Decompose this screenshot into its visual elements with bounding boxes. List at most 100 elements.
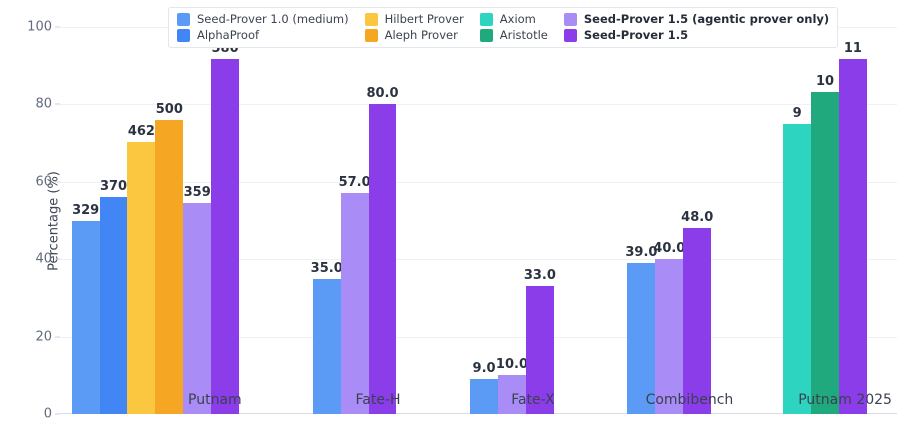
bar[interactable]: [368, 104, 397, 414]
y-axis-tick-label: 80: [35, 96, 52, 112]
bar-value-label: 40.0: [653, 241, 686, 257]
bar-slot: 48.0: [681, 27, 714, 414]
y-axis-tick-mark: [55, 181, 60, 183]
bar[interactable]: [811, 91, 839, 414]
legend-swatch-icon: [563, 29, 577, 42]
y-axis-tick-label: 40: [35, 251, 52, 267]
bar[interactable]: [71, 220, 100, 414]
bar[interactable]: [498, 375, 526, 414]
bar[interactable]: [211, 58, 240, 414]
bar-slot: 500: [155, 27, 184, 414]
bar-value-label: 9.0: [472, 361, 496, 377]
bar-group: 35.0 57.0 80.0: [310, 27, 399, 414]
bar-slot: 39.0: [625, 27, 658, 414]
bar-value-label: 462: [127, 124, 155, 140]
bar-value-label: 9: [792, 105, 802, 121]
bar-slot: 359: [183, 27, 212, 414]
bar-group: 39.0 40.0 48.0: [625, 27, 714, 414]
legend-item[interactable]: Hilbert Prover: [364, 11, 464, 26]
bar[interactable]: [127, 142, 156, 414]
bar-slot: 35.0: [310, 27, 343, 414]
bar[interactable]: [525, 286, 554, 414]
plot-area: 0 20 40 60 80 100 329 370 462 500 359 580 35.0 57.0 8…: [27, 20, 897, 422]
bar-slot: 9.0: [470, 27, 499, 414]
legend-label: Axiom: [499, 11, 536, 26]
y-axis-tick-mark: [55, 26, 60, 28]
bar-slot: 40.0: [653, 27, 686, 414]
bar-group-bars: 39.0 40.0 48.0: [625, 27, 714, 414]
legend-item[interactable]: AlphaProof: [177, 29, 349, 42]
bar-slot: 10: [811, 27, 839, 414]
bar-value-label: 33.0: [523, 268, 556, 284]
bar-slot: 33.0: [523, 27, 556, 414]
bar-slot: 57.0: [339, 27, 371, 414]
legend-item[interactable]: Seed-Prover 1.5: [563, 27, 829, 42]
bar[interactable]: [838, 59, 867, 414]
legend-label: Aristotle: [499, 27, 548, 42]
bar-value-label: 500: [155, 101, 183, 117]
bar-group: 9.0 10.0 33.0: [470, 27, 556, 414]
legend-label: Seed-Prover 1.5 (agentic prover only): [583, 11, 830, 26]
bar[interactable]: [312, 278, 341, 414]
y-axis-tick-label: 0: [43, 406, 52, 422]
gridline: [60, 181, 897, 183]
bar-slot: 329: [71, 27, 100, 414]
y-axis-tick-mark: [55, 336, 60, 338]
bar[interactable]: [99, 196, 128, 414]
legend-label: Hilbert Prover: [384, 11, 464, 26]
bar-value-label: 11: [843, 41, 862, 57]
bar-value-label: 10: [815, 73, 835, 89]
legend-swatch-icon: [479, 29, 493, 42]
gridline: [60, 336, 897, 338]
y-axis-tick-mark: [55, 103, 60, 105]
legend-item[interactable]: Aleph Prover: [364, 27, 464, 42]
bar-slot: 370: [99, 27, 128, 414]
bar-slot: 10.0: [495, 27, 528, 414]
bar-value-label: 80.0: [366, 86, 399, 102]
bar[interactable]: [470, 379, 499, 414]
bar-group-bars: 35.0 57.0 80.0: [310, 27, 399, 414]
bar-slot: 9: [783, 27, 812, 414]
legend-item[interactable]: Seed-Prover 1.0 (medium): [177, 13, 349, 26]
bar[interactable]: [627, 263, 656, 414]
bar-value-label: 39.0: [625, 245, 658, 261]
gridline: [60, 104, 897, 106]
bar-value-label: 359: [183, 184, 211, 200]
bar-value-label: 48.0: [681, 210, 714, 226]
legend-item[interactable]: Aristotle: [479, 27, 548, 42]
y-axis-tick-mark: [55, 258, 60, 260]
bar-group-bars: 9.0 10.0 33.0: [470, 27, 556, 414]
bar[interactable]: [783, 123, 812, 414]
bar[interactable]: [340, 193, 369, 414]
bar-slot: 80.0: [366, 27, 399, 414]
bar[interactable]: [683, 228, 712, 414]
bar-group-bars: 9 10 11: [783, 27, 867, 414]
bar-group: 9 10 11: [783, 27, 867, 414]
legend-item[interactable]: Axiom: [479, 11, 548, 26]
bar-value-label: 370: [99, 178, 128, 194]
bar-group-bars: 329 370 462 500 359 580: [71, 27, 240, 414]
legend-label: Aleph Prover: [384, 27, 458, 42]
legend-swatch-icon: [364, 13, 378, 26]
legend-label: Seed-Prover 1.5: [583, 27, 689, 42]
bar-slot: 11: [838, 27, 867, 414]
bar[interactable]: [155, 119, 184, 414]
legend-swatch-icon: [177, 13, 190, 26]
bar-value-label: 35.0: [310, 260, 343, 276]
bar-value-label: 10.0: [495, 357, 528, 373]
bar[interactable]: [655, 259, 684, 414]
legend-swatch-icon: [177, 29, 190, 42]
y-axis-tick-label: 60: [35, 174, 52, 190]
legend-swatch-icon: [563, 13, 577, 26]
gridline: [60, 259, 897, 261]
bar-slot: 580: [211, 27, 240, 414]
bar-group: 329 370 462 500 359 580: [71, 27, 240, 414]
bar-value-label: 329: [72, 202, 100, 218]
chart-legend: Seed-Prover 1.0 (medium) AlphaProof Hilber…: [168, 7, 839, 48]
legend-label: Seed-Prover 1.0 (medium): [197, 11, 349, 26]
legend-item[interactable]: Seed-Prover 1.5 (agentic prover only): [563, 11, 830, 26]
y-axis-tick-label: 100: [27, 19, 52, 35]
bar[interactable]: [183, 202, 212, 414]
y-axis-tick-label: 20: [35, 329, 52, 345]
